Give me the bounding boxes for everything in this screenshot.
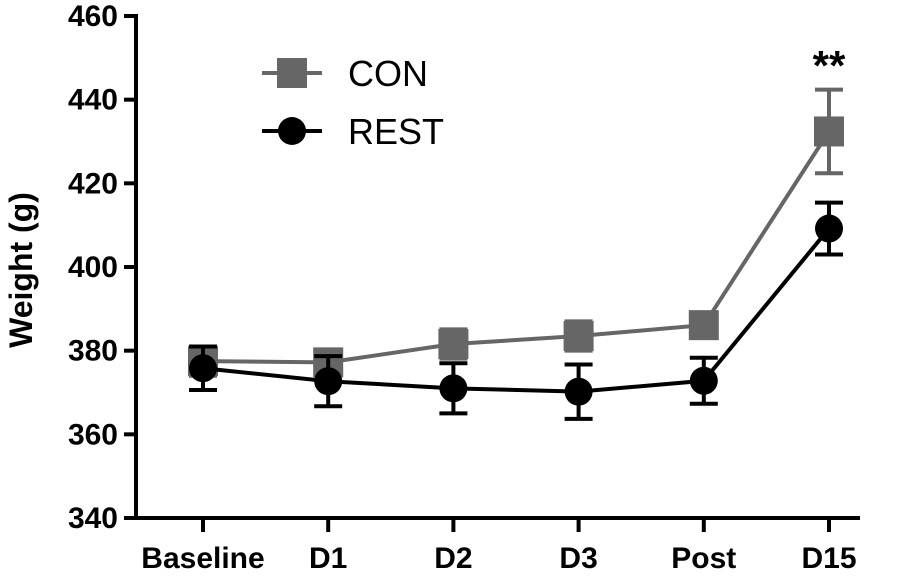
legend: CON REST <box>262 53 444 152</box>
series-line <box>202 130 831 365</box>
annotations: ** <box>813 42 846 89</box>
legend-marker <box>277 58 307 88</box>
data-point <box>688 310 719 341</box>
x-tick-label: D1 <box>309 542 347 575</box>
y-axis-title: Weight (g) <box>3 192 39 348</box>
x-tick-label: D15 <box>801 542 856 575</box>
legend-item-rest: REST <box>262 111 444 152</box>
legend-label: REST <box>348 111 444 152</box>
x-tick-label: D2 <box>434 542 472 575</box>
data-point <box>439 374 468 403</box>
data-point <box>563 321 594 352</box>
data-point <box>438 328 469 359</box>
data-point <box>314 367 343 396</box>
series-rest <box>189 200 843 421</box>
legend-label: CON <box>348 53 428 94</box>
data-point <box>564 377 593 406</box>
data-point <box>815 214 843 243</box>
y-tick-label: 380 <box>68 335 118 368</box>
data-point <box>689 366 718 395</box>
y-tick-label: 340 <box>68 502 118 535</box>
legend-item-con: CON <box>262 53 428 94</box>
x-tick-label: Baseline <box>141 542 264 575</box>
x-tick-label: Post <box>671 542 736 575</box>
y-tick-label: 400 <box>68 251 118 284</box>
y-tick-label: 440 <box>68 84 118 117</box>
y-tick-label: 460 <box>68 0 118 33</box>
data-point <box>189 354 217 383</box>
data-point <box>814 116 844 147</box>
series-layer <box>188 87 844 421</box>
x-tick-label: D3 <box>559 542 597 575</box>
significance-annotation: ** <box>813 42 846 89</box>
series-line <box>202 227 831 394</box>
y-tick-label: 360 <box>68 418 118 451</box>
y-tick-label: 420 <box>68 167 118 200</box>
legend-marker <box>278 117 306 145</box>
axes: 340 360 380 400 420 440 460 Baseline D1 D2 D3 Post D… <box>68 0 860 575</box>
